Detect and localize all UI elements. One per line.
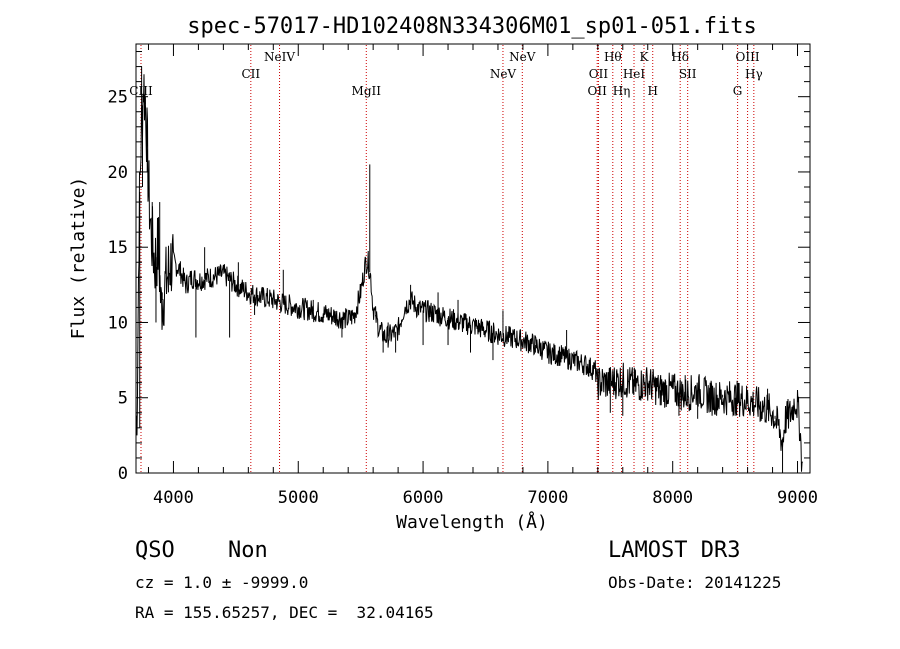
spectrum-line: [135, 74, 803, 472]
x-tick-label: 4000: [153, 488, 194, 508]
axis-ticks: 4000 5000 6000 7000 8000 9000 0 5 10 15 20 25: [108, 44, 818, 508]
line-marker-label: Hη: [613, 84, 631, 98]
line-marker-label: NeV: [509, 50, 536, 64]
y-tick-label: 20: [108, 163, 128, 183]
spectrum-spikes: [139, 66, 784, 473]
line-marker-label: SII: [679, 67, 697, 81]
y-tick-label: 0: [118, 464, 128, 484]
y-tick-label: 25: [108, 88, 128, 108]
line-marker-label: NeV: [490, 67, 517, 81]
chart-title: spec-57017-HD102408N334306M01_sp01-051.f…: [187, 14, 757, 39]
redshift-readout: cz = 1.0 ± -9999.0: [135, 573, 309, 592]
coordinates-readout: RA = 155.65257, DEC = 32.04165: [135, 603, 434, 622]
y-axis-label: Flux (relative): [68, 177, 89, 340]
x-tick-label: 5000: [278, 488, 319, 508]
observation-date: Obs-Date: 20141225: [608, 573, 782, 592]
y-tick-label: 10: [108, 313, 128, 333]
x-tick-label: 6000: [403, 488, 444, 508]
line-marker-label: Hθ: [604, 50, 622, 64]
x-tick-label: 8000: [652, 488, 693, 508]
line-marker-label: Hδ: [671, 50, 689, 64]
emission-line-markers: CIIICIINeIVMgIINeVNeVOIIOIIHθHηHeIKHHδSI…: [129, 45, 763, 472]
line-marker-label: NeIV: [264, 50, 295, 64]
survey-name: LAMOST DR3: [608, 538, 741, 563]
x-axis-label: Wavelength (Å): [396, 511, 548, 533]
line-marker-label: H: [647, 84, 657, 98]
line-marker-label: K: [640, 50, 650, 64]
line-marker-label: HeI: [623, 67, 646, 81]
line-marker-label: OII: [589, 67, 609, 81]
line-marker-label: Hγ: [745, 67, 763, 81]
x-tick-label: 7000: [527, 488, 568, 508]
object-subclass: Non: [228, 538, 268, 563]
line-marker-label: G: [733, 84, 743, 98]
y-tick-label: 5: [118, 389, 128, 409]
x-tick-label: 9000: [777, 488, 818, 508]
object-class: QSO: [135, 538, 175, 563]
y-tick-label: 15: [108, 238, 128, 258]
line-marker-label: CII: [241, 67, 260, 81]
line-marker-label: OII: [588, 84, 608, 98]
line-marker-label: MgII: [352, 84, 382, 98]
line-marker-label: OIII: [736, 50, 760, 64]
